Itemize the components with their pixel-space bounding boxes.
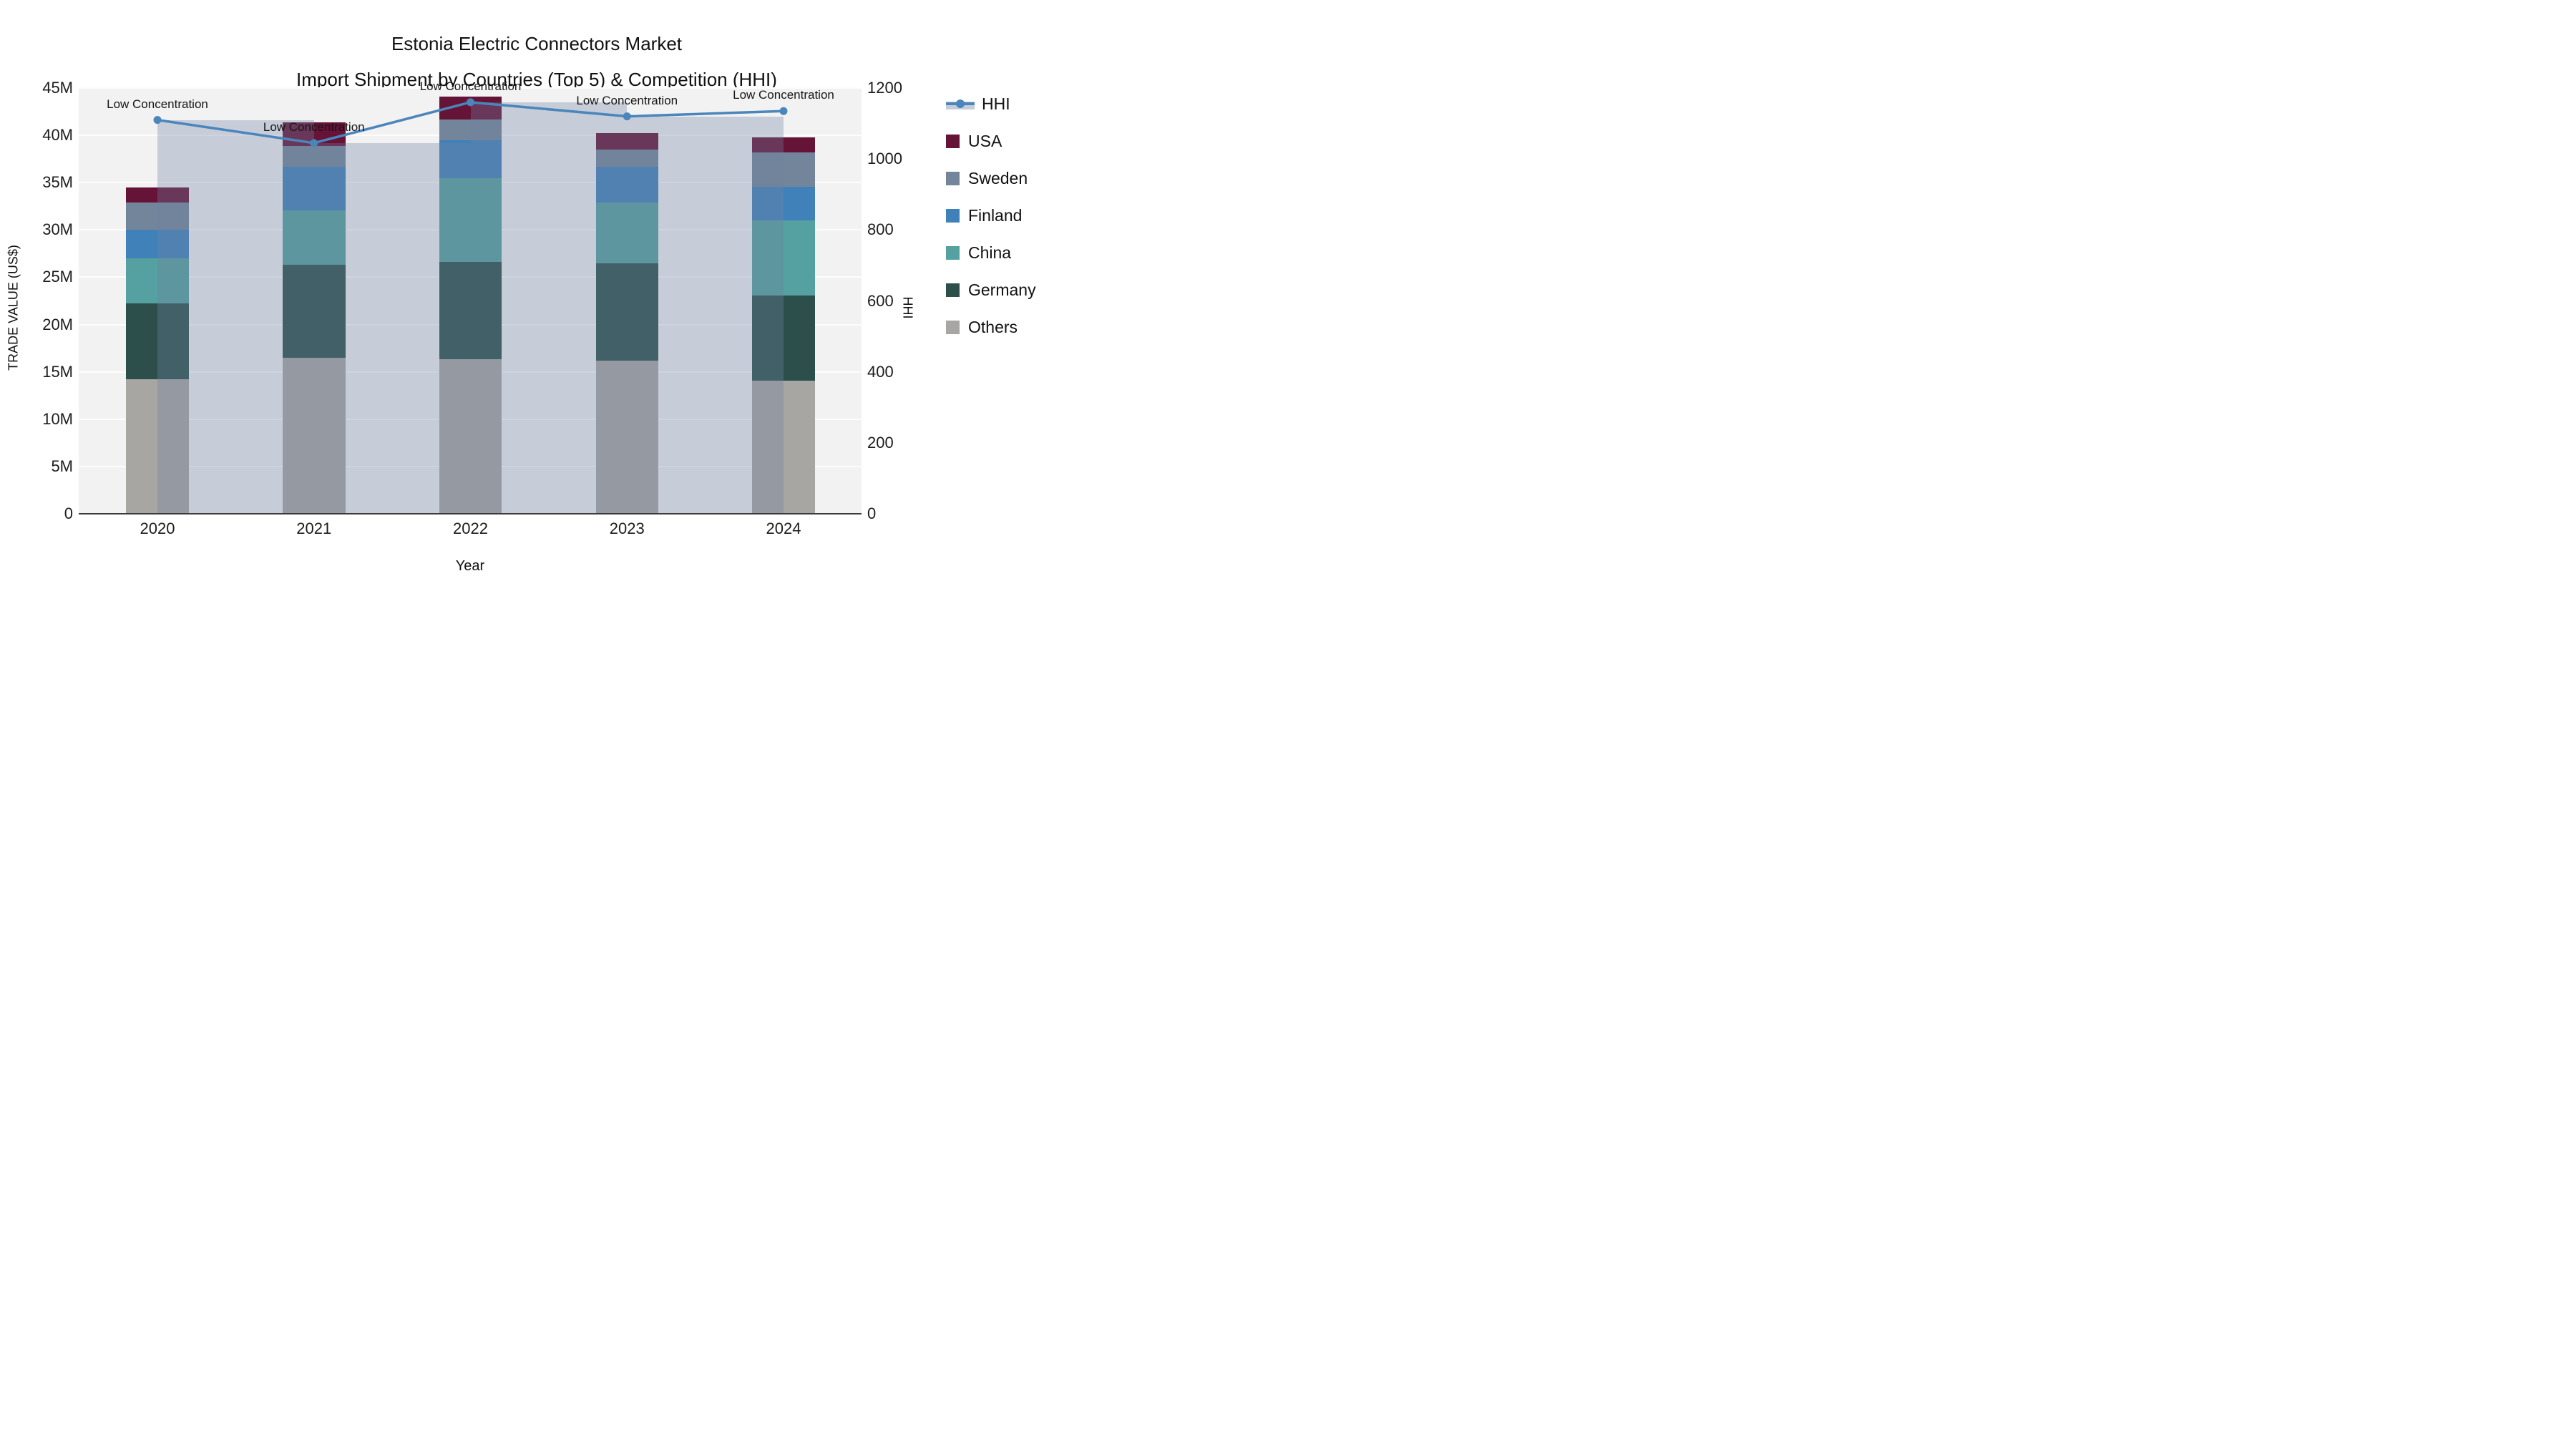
bar-2023-china[interactable]: [595, 202, 658, 263]
legend-swatch-germany-icon: [946, 283, 960, 297]
legend-label-usa: USA: [968, 131, 1002, 150]
plot-area: Low Concentration Low Concentration Low Co…: [79, 79, 862, 514]
bar-2022-finland[interactable]: [439, 140, 502, 178]
legend-item-sweden[interactable]: Sweden: [946, 167, 1028, 189]
bar-2024-china[interactable]: [752, 220, 815, 296]
ytick-right-1200: 1200: [867, 79, 902, 97]
xtick-2023: 2023: [609, 519, 645, 537]
bar-2021-finland[interactable]: [283, 166, 346, 210]
bar-2023-germany[interactable]: [595, 263, 658, 361]
hhi-marker-2022[interactable]: [467, 98, 474, 107]
legend-item-germany[interactable]: Germany: [946, 279, 1036, 301]
chart-figure: Estonia Electric Connectors Market Impor…: [0, 0, 1073, 604]
y2-axis-title: HHI: [900, 296, 915, 319]
ytick-left-25M: 25M: [42, 268, 73, 286]
bar-2024-others[interactable]: [752, 380, 815, 514]
hhi-marker-2021[interactable]: [310, 139, 318, 147]
bar-2020-others[interactable]: [126, 379, 189, 514]
hhi-marker-2024[interactable]: [779, 107, 788, 115]
ytick-left-20M: 20M: [42, 315, 73, 333]
ytick-right-200: 200: [867, 433, 894, 452]
ytick-right-800: 800: [867, 220, 894, 239]
legend-label-finland: Finland: [968, 205, 1023, 225]
legend-label-sweden: Sweden: [968, 168, 1028, 187]
y-axis-title: TRADE VALUE (US$): [6, 245, 21, 371]
legend-item-hhi[interactable]: HHI: [946, 93, 1010, 114]
legend-item-finland[interactable]: Finland: [946, 205, 1022, 226]
hhi-wide-bar-2020[interactable]: [157, 119, 314, 514]
bar-2023-finland[interactable]: [595, 166, 658, 203]
annotation-2023: Low Concentration: [576, 93, 678, 107]
legend-item-china[interactable]: China: [946, 242, 1011, 263]
legend-swatch-usa-icon: [946, 134, 960, 148]
hhi-line-layer: [153, 98, 788, 147]
bar-2021-sweden[interactable]: [283, 145, 346, 167]
annotation-2020: Low Concentration: [107, 97, 208, 111]
xtick-2024: 2024: [766, 519, 801, 537]
legend-label-hhi: HHI: [982, 94, 1010, 113]
ytick-left-30M: 30M: [42, 220, 73, 239]
bar-2020-china[interactable]: [126, 258, 189, 304]
bar-2021-germany[interactable]: [283, 265, 346, 358]
ytick-right-400: 400: [867, 362, 894, 381]
ytick-right-1000: 1000: [867, 150, 902, 168]
legend-swatch-sweden-icon: [946, 171, 960, 185]
hhi-wide-bar-2023[interactable]: [627, 116, 784, 514]
bar-2021-others[interactable]: [283, 357, 346, 514]
ytick-right-0: 0: [867, 504, 877, 522]
bar-2022-others[interactable]: [439, 359, 502, 514]
ytick-left-40M: 40M: [42, 126, 73, 145]
bar-2022-china[interactable]: [439, 177, 502, 263]
legend-swatch-others-icon: [946, 320, 960, 334]
ytick-left-5M: 5M: [51, 457, 73, 475]
bar-2020-sweden[interactable]: [126, 202, 189, 230]
bar-2022-sweden[interactable]: [439, 119, 502, 140]
hhi-line[interactable]: [157, 101, 784, 145]
bar-2020-usa[interactable]: [126, 187, 189, 203]
bar-2022-germany[interactable]: [439, 262, 502, 360]
bar-2021-china[interactable]: [283, 210, 346, 265]
chart-subtitle: Import Shipment by Countries (Top 5) & C…: [296, 69, 777, 90]
bar-2023-others[interactable]: [595, 360, 658, 514]
gridline-45M: [79, 87, 862, 89]
legend-label-others: Others: [968, 317, 1018, 336]
ytick-left-35M: 35M: [42, 173, 73, 192]
hhi-marker-2020[interactable]: [153, 116, 162, 125]
bar-2023-usa[interactable]: [595, 133, 658, 150]
bar-2024-finland[interactable]: [752, 186, 815, 221]
legend-swatch-finland-icon: [946, 208, 960, 223]
legend-label-germany: Germany: [968, 280, 1036, 299]
hhi-wide-bar-2022[interactable]: [470, 102, 628, 514]
legend-label-china: China: [968, 243, 1012, 262]
xtick-2022: 2022: [453, 519, 488, 537]
ytick-left-10M: 10M: [42, 409, 73, 428]
x-axis-title: Year: [455, 558, 485, 574]
hhi-marker-2023[interactable]: [623, 112, 631, 121]
annotation-2021: Low Concentration: [263, 119, 365, 134]
bar-2020-finland[interactable]: [126, 230, 189, 258]
chart-title: Estonia Electric Connectors Market: [391, 33, 683, 54]
bar-2024-usa[interactable]: [752, 137, 815, 152]
x-axis-line: [79, 513, 862, 514]
hhi-line-swatch-icon: [946, 97, 975, 111]
bar-2024-germany[interactable]: [752, 295, 815, 381]
bar-2023-sweden[interactable]: [595, 149, 658, 167]
ytick-left-15M: 15M: [42, 362, 73, 381]
annotation-2024: Low Concentration: [733, 88, 834, 102]
legend-swatch-china-icon: [946, 245, 960, 260]
hhi-wide-bar-2021[interactable]: [313, 142, 471, 514]
bar-2020-germany[interactable]: [126, 303, 189, 380]
xtick-2021: 2021: [296, 519, 332, 537]
legend-item-usa[interactable]: USA: [946, 130, 1002, 152]
bar-2024-sweden[interactable]: [752, 152, 815, 187]
ytick-left-0: 0: [64, 504, 73, 522]
ytick-left-45M: 45M: [42, 79, 73, 97]
legend-item-others[interactable]: Others: [946, 316, 1018, 338]
annotation-2022: Low Concentration: [419, 79, 522, 93]
ytick-right-600: 600: [867, 291, 894, 310]
xtick-2020: 2020: [140, 519, 175, 537]
